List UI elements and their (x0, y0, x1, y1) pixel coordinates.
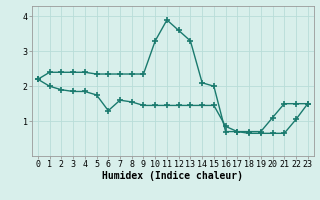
X-axis label: Humidex (Indice chaleur): Humidex (Indice chaleur) (102, 171, 243, 181)
